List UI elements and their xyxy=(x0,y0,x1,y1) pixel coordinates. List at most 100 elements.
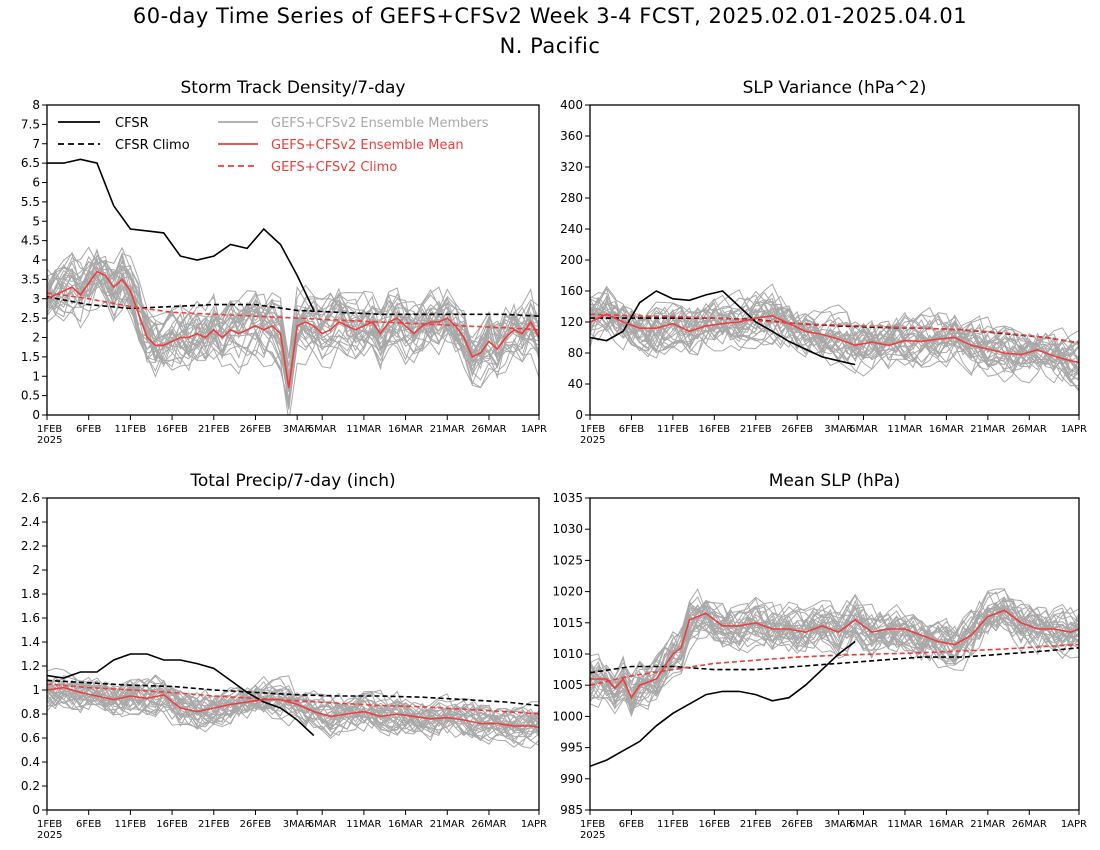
x-tick-label: 1FEB xyxy=(37,819,62,830)
legend-label-ens-mean: GEFS+CFSv2 Ensemble Mean xyxy=(271,138,464,153)
x-tick-label: 3MAR xyxy=(283,819,312,830)
x-tick-label: 16FEB xyxy=(156,819,188,830)
x-tick-label: 21FEB xyxy=(198,819,230,830)
y-tick-label: 5 xyxy=(32,214,40,228)
y-tick-label: 1035 xyxy=(552,491,583,505)
y-tick-label: 990 xyxy=(560,772,583,786)
y-tick-label: 2 xyxy=(32,563,40,577)
legend-label-members: GEFS+CFSv2 Ensemble Members xyxy=(271,116,489,131)
y-tick-label: 1.6 xyxy=(21,611,40,625)
x-tick-label: 6MAR xyxy=(308,819,337,830)
chart-panel-2: SLP Variance (hPa^2) 0 40 80 120 160 200 240 280… xyxy=(560,78,1087,446)
ensemble-member-line xyxy=(590,607,1079,711)
y-tick-label: 200 xyxy=(560,253,583,267)
y-tick-label: 6 xyxy=(32,176,40,190)
y-tick-label: 0 xyxy=(32,408,40,422)
y-tick-label: 3.5 xyxy=(21,272,40,286)
x-tick-label: 6MAR xyxy=(849,424,878,435)
ensemble-member-line xyxy=(47,265,539,364)
x-tick-label: 21FEB xyxy=(740,819,772,830)
ensemble-member-line xyxy=(47,674,539,731)
y-tick-label: 0.8 xyxy=(21,707,40,721)
x-tick-label: 11FEB xyxy=(115,819,147,830)
x-tick-label: 21MAR xyxy=(970,424,1005,435)
ensemble-member-line xyxy=(590,599,1079,699)
plot-area xyxy=(47,653,539,749)
x-tick-label: 11FEB xyxy=(657,424,689,435)
ensemble-member-line xyxy=(590,600,1079,698)
ensemble-member-line xyxy=(590,597,1079,712)
y-tick-label: 4 xyxy=(32,253,40,267)
x-tick-label: 26FEB xyxy=(781,819,813,830)
ensemble-member-line xyxy=(47,674,539,736)
y-tick-label: 985 xyxy=(560,803,583,817)
y-tick-label: 7 xyxy=(32,137,40,151)
y-tick-label: 1015 xyxy=(552,616,583,630)
figure-title: 60-day Time Series of GEFS+CFSv2 Week 3-… xyxy=(132,4,968,28)
y-tick-label: 2 xyxy=(32,331,40,345)
x-tick-label: 3MAR xyxy=(283,424,312,435)
y-tick-label: 160 xyxy=(560,284,583,298)
x-tick-label: 1APR xyxy=(1061,424,1087,435)
y-tick-label: 3 xyxy=(32,292,40,306)
x-tick-label: 1FEB xyxy=(580,819,605,830)
y-tick-label: 1.4 xyxy=(21,635,40,649)
x-tick-label: 16MAR xyxy=(388,424,423,435)
x-tick-label: 3MAR xyxy=(824,819,853,830)
panel-title: Storm Track Density/7-day xyxy=(181,78,406,98)
x-tick-label: 21FEB xyxy=(740,424,772,435)
panel-title: Total Precip/7-day (inch) xyxy=(189,471,395,491)
y-tick-label: 0 xyxy=(575,408,583,422)
ensemble-member-line xyxy=(590,301,1079,369)
series-line-gefs-cfsv2-climo xyxy=(590,313,1079,344)
y-tick-label: 80 xyxy=(568,346,583,360)
y-tick-label: 1.5 xyxy=(21,350,40,364)
series-line-gefs-cfsv2-climo xyxy=(590,643,1079,686)
x-tick-label: 16FEB xyxy=(698,819,730,830)
x-tick-label: 3MAR xyxy=(824,424,853,435)
x-tick-label: 26FEB xyxy=(781,424,813,435)
series-line-cfsr-climo xyxy=(590,647,1079,674)
y-tick-label: 1 xyxy=(32,683,40,697)
panel-title: Mean SLP (hPa) xyxy=(769,471,901,491)
series-line-gefs-cfsv2-ensemble-mean xyxy=(590,609,1079,700)
y-tick-label: 995 xyxy=(560,741,583,755)
x-year-label: 2025 xyxy=(580,830,605,841)
y-tick-label: 8 xyxy=(32,98,40,112)
y-tick-label: 400 xyxy=(560,98,583,112)
x-tick-label: 16FEB xyxy=(698,424,730,435)
x-tick-label: 16MAR xyxy=(388,819,423,830)
y-tick-label: 0.2 xyxy=(21,779,40,793)
y-tick-label: 240 xyxy=(560,222,583,236)
series-line-cfsr xyxy=(47,158,315,311)
y-tick-label: 2.5 xyxy=(21,311,40,325)
ensemble-member-line xyxy=(590,309,1079,370)
ensemble-member-line xyxy=(590,602,1079,708)
y-tick-label: 1030 xyxy=(552,522,583,536)
x-tick-label: 26MAR xyxy=(1012,424,1047,435)
y-tick-label: 0.4 xyxy=(21,755,40,769)
ensemble-member-line xyxy=(47,676,539,745)
y-tick-label: 1020 xyxy=(552,585,583,599)
x-year-label: 2025 xyxy=(580,435,605,446)
x-tick-label: 26MAR xyxy=(1012,819,1047,830)
ensemble-member-line xyxy=(590,296,1079,384)
y-tick-label: 120 xyxy=(560,315,583,329)
x-tick-label: 11MAR xyxy=(346,819,381,830)
x-tick-label: 26FEB xyxy=(240,819,272,830)
ensemble-member-line xyxy=(590,292,1079,368)
legend-label-cfsr-climo: CFSR Climo xyxy=(115,138,190,153)
legend: CFSR CFSR Climo GEFS+CFSv2 Ensemble Member… xyxy=(58,116,489,175)
chart-panel-1: Storm Track Density/7-day 0 0.5 1 1.5 2 2.5 3 3.… xyxy=(21,78,547,446)
chart-panel-3: Total Precip/7-day (inch)00.20.40.60.811… xyxy=(21,471,547,841)
x-tick-label: 11FEB xyxy=(115,424,147,435)
y-tick-label: 40 xyxy=(568,377,583,391)
series-line-cfsr xyxy=(47,653,315,737)
x-tick-label: 1APR xyxy=(521,424,547,435)
plot-frame xyxy=(46,497,540,811)
y-tick-label: 1.8 xyxy=(21,587,40,601)
x-tick-label: 6FEB xyxy=(76,424,101,435)
series-line-cfsr-climo xyxy=(47,296,539,317)
ensemble-member-line xyxy=(47,675,539,742)
panel-title: SLP Variance (hPa^2) xyxy=(743,78,927,98)
